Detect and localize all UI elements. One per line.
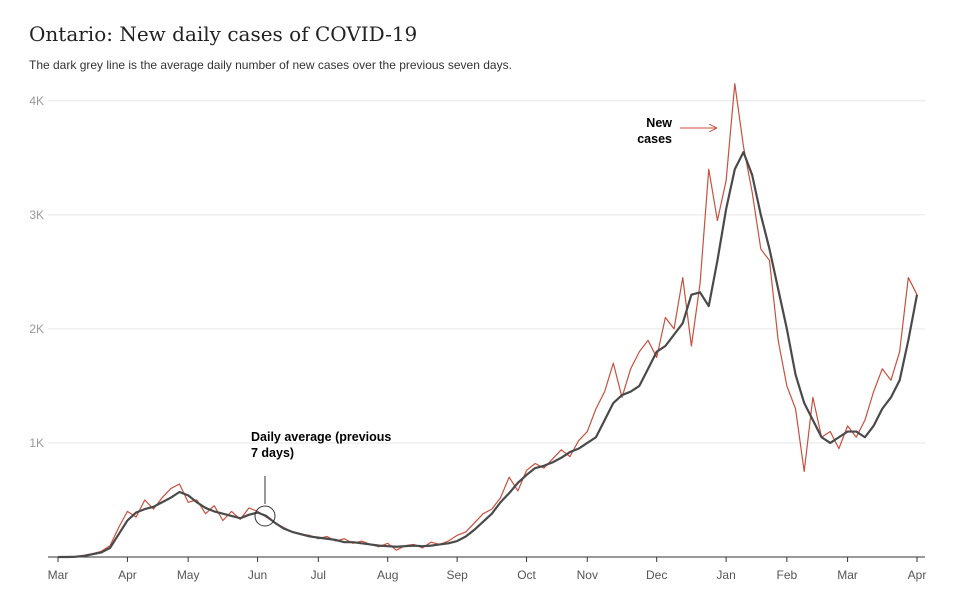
plot: 1K 2K 3K 4K Mar Apr May Jun Jul Aug Sep Oct Nov Dec Ja… bbox=[29, 83, 927, 582]
y-tick-label: 4K bbox=[29, 94, 44, 108]
annotation: Daily average (previous bbox=[251, 430, 391, 444]
x-tick-label: Dec bbox=[646, 568, 667, 582]
y-tick-label: 3K bbox=[29, 208, 44, 222]
series-line bbox=[58, 151, 919, 559]
x-tick-label: Jul bbox=[311, 568, 326, 582]
x-tick-label: Oct bbox=[517, 568, 536, 582]
x-tick-label: Sep bbox=[446, 568, 468, 582]
x-tick-label: Aug bbox=[377, 568, 398, 582]
y-tick-label: 2K bbox=[29, 322, 44, 336]
x-tick-label: Apr bbox=[118, 568, 137, 582]
x-tick-label: Mar bbox=[48, 568, 69, 582]
series-line bbox=[58, 83, 918, 558]
x-tick-label: Apr bbox=[908, 568, 927, 582]
x-tick-label: Jan bbox=[716, 568, 735, 582]
x-tick-label: Mar bbox=[837, 568, 858, 582]
chart-title: Ontario: New daily cases of COVID-19 bbox=[29, 22, 417, 46]
annotation-circle bbox=[254, 505, 276, 527]
x-tick-label: Feb bbox=[777, 568, 798, 582]
x-tick-label: Jun bbox=[248, 568, 267, 582]
chart-subtitle: The dark grey line is the average daily … bbox=[29, 58, 512, 72]
annotation: cases bbox=[637, 132, 672, 146]
annotation: New bbox=[646, 116, 672, 130]
x-tick-label: May bbox=[177, 568, 200, 582]
x-tick-label: Nov bbox=[577, 568, 598, 582]
y-tick-label: 1K bbox=[29, 436, 44, 450]
annotation: 7 days) bbox=[251, 446, 294, 460]
